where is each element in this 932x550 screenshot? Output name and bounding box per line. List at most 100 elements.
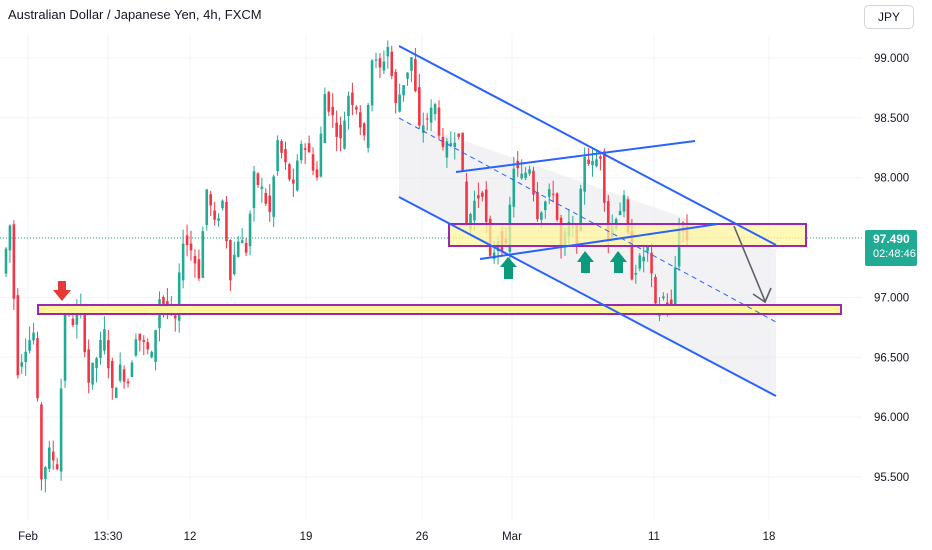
candle-body (185, 235, 189, 246)
candle-body (209, 194, 212, 206)
candle-body (331, 106, 335, 116)
candle-body (83, 308, 87, 353)
candle-body (303, 148, 307, 150)
candle-body (673, 267, 677, 305)
candle-body (95, 358, 98, 369)
y-tick-label: 97.000 (874, 292, 909, 304)
candle-body (295, 160, 299, 191)
candle-body (410, 57, 413, 71)
candle-body (445, 141, 449, 158)
channel-lower-line[interactable] (398, 196, 777, 397)
resistance-zone[interactable] (448, 223, 807, 247)
bar-countdown: 02:48:46 (873, 248, 916, 260)
candle-body (217, 218, 220, 221)
channel-upper-line[interactable] (398, 45, 777, 246)
candle-body (449, 143, 453, 146)
candle-body (579, 188, 583, 231)
candle-body (32, 332, 35, 341)
candle-body (91, 362, 94, 385)
y-tick-label: 99.000 (874, 53, 909, 65)
candle-body (16, 295, 20, 376)
candle-body (355, 106, 358, 110)
wedge-lower-line[interactable] (479, 223, 719, 260)
candle-body (201, 231, 205, 278)
candle-body (461, 132, 464, 171)
last-price-value: 97.490 (873, 232, 910, 246)
candle-body (138, 333, 142, 341)
candle-body (8, 225, 12, 251)
wedge-upper-line[interactable] (455, 140, 696, 173)
chart-title: Australian Dollar / Japanese Yen, 4h, FX… (8, 7, 262, 22)
candle-body (87, 349, 90, 383)
candle-body (591, 160, 594, 166)
candle-body (299, 144, 303, 161)
candle-body (189, 243, 193, 251)
projection-arrow[interactable] (733, 225, 772, 304)
candle-body (512, 168, 516, 207)
candle-body (469, 214, 472, 230)
y-tick-label: 96.000 (874, 412, 909, 424)
candle-body (457, 133, 460, 137)
candle-body (280, 140, 283, 153)
down-arrow-marker (53, 281, 71, 301)
x-tick-label: Mar (502, 531, 522, 543)
candle-body (339, 124, 342, 139)
candle-body (146, 342, 150, 350)
y-tick-label: 98.000 (874, 173, 909, 185)
candle-body (130, 362, 134, 378)
candle-body (528, 169, 531, 174)
candle-body (103, 329, 106, 351)
currency-button[interactable]: JPY (864, 5, 914, 29)
candle-body (233, 254, 236, 275)
up-arrow-marker-1 (500, 257, 517, 279)
candle-body (197, 259, 201, 279)
candle-body (547, 189, 551, 197)
candle-body (20, 362, 24, 367)
candle-body (335, 122, 338, 137)
candle-body (382, 61, 386, 71)
candle-body (36, 338, 39, 399)
y-tick-label: 96.500 (874, 352, 909, 364)
candle-body (473, 200, 476, 221)
x-tick-label: 13:30 (94, 531, 123, 543)
candle-body (540, 212, 543, 220)
candle-body (425, 118, 429, 120)
candle-body (323, 94, 327, 143)
candle-body (418, 87, 421, 126)
candle-body (118, 364, 122, 381)
candle-body (193, 255, 197, 264)
candle-body (370, 60, 374, 106)
up-arrow-marker-2 (577, 251, 594, 273)
candle-body (492, 252, 496, 260)
candle-body (433, 104, 437, 115)
candles (4, 40, 689, 493)
candle-body (343, 120, 346, 149)
candle-body (374, 59, 378, 61)
candle-body (177, 272, 181, 321)
candle-body (319, 133, 323, 177)
candle-body (603, 151, 606, 203)
candle-body (114, 387, 118, 398)
candle-body (51, 451, 55, 461)
up-arrow-marker-3 (610, 251, 627, 273)
support-zone[interactable] (37, 304, 842, 315)
candle-body (264, 192, 268, 204)
candle-body (390, 51, 394, 77)
candle-body (154, 330, 157, 362)
candle-body (536, 191, 539, 220)
candle-body (107, 340, 110, 369)
x-tick-label: 18 (763, 531, 776, 543)
candle-body (44, 467, 47, 480)
candle-body (213, 210, 216, 220)
candle-body (520, 173, 523, 179)
candle-body (315, 169, 319, 178)
candle-body (634, 273, 638, 275)
candle-body (654, 276, 657, 304)
candle-body (465, 181, 468, 225)
candle-body (260, 186, 264, 189)
candle-body (421, 125, 425, 133)
candle-body (477, 195, 480, 199)
candle-body (288, 164, 291, 180)
candle-body (630, 230, 634, 280)
